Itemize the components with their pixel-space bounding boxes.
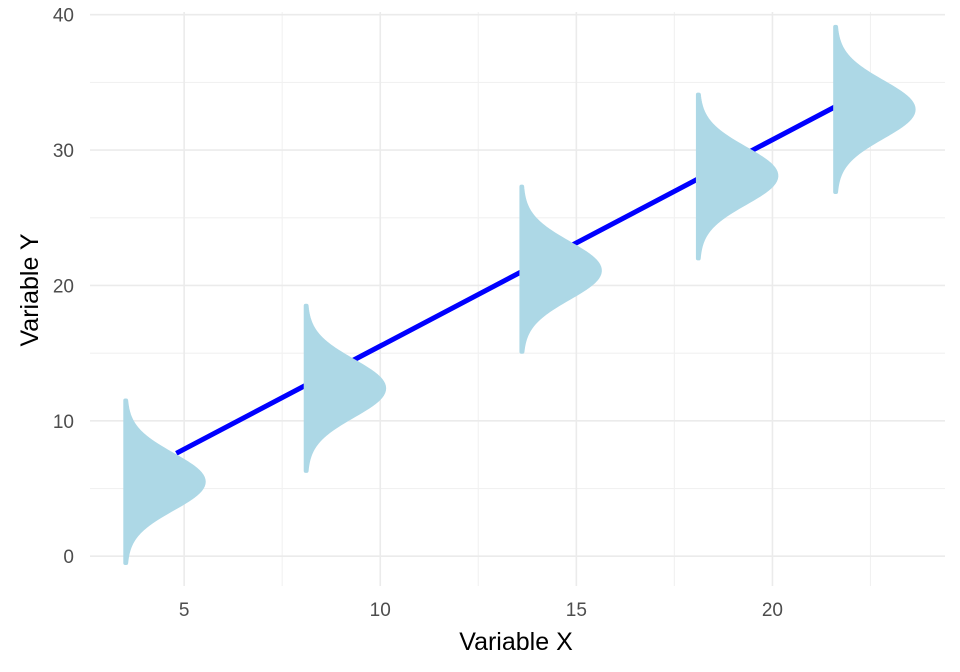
y-tick-label: 20	[53, 276, 74, 297]
y-tick-label: 30	[53, 141, 74, 162]
tick-labels: 5 10 15 20 0 10 20 30 40	[53, 6, 783, 621]
x-tick-label: 15	[566, 600, 587, 621]
distribution-shape	[303, 303, 387, 473]
x-tick-label: 20	[762, 600, 783, 621]
grid-minor	[90, 12, 945, 586]
distribution-shape	[695, 92, 779, 261]
distribution-shape	[123, 398, 206, 565]
x-tick-label: 5	[179, 600, 190, 621]
x-tick-label: 10	[370, 600, 391, 621]
grid-major	[90, 12, 945, 586]
distribution-shape	[519, 184, 602, 354]
y-tick-label: 10	[53, 412, 74, 433]
distribution-shape	[833, 24, 916, 195]
y-axis-title: Variable Y	[16, 233, 44, 346]
y-tick-label: 0	[63, 547, 74, 568]
y-tick-label: 40	[53, 6, 74, 27]
x-axis-title: Variable X	[459, 628, 573, 656]
series-layer	[123, 24, 916, 565]
